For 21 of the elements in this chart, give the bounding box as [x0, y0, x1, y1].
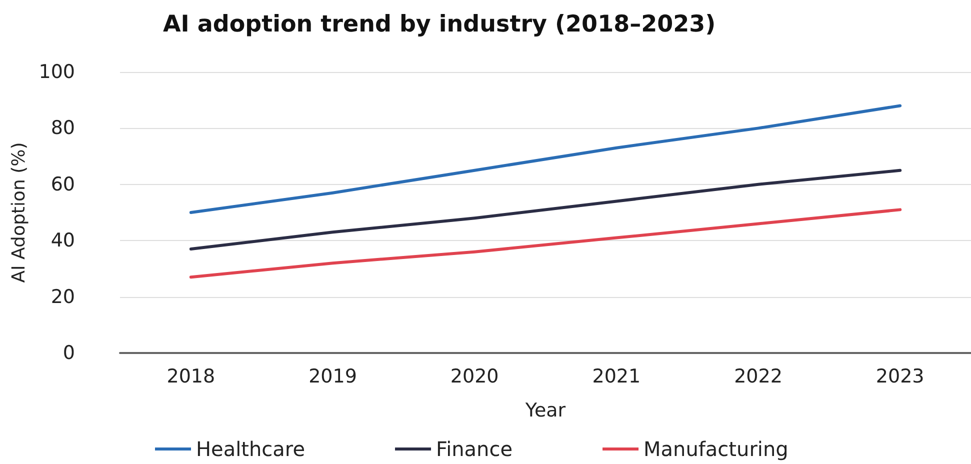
- x-tick-label: 2022: [734, 366, 782, 388]
- legend-label: Healthcare: [196, 437, 306, 461]
- x-tick-label: 2021: [592, 366, 641, 388]
- y-tick-label: 40: [50, 230, 75, 252]
- y-axis-title: AI Adoption (%): [8, 142, 30, 283]
- line-series: [189, 208, 902, 279]
- y-tick-label: 100: [38, 61, 75, 83]
- x-axis-title: Year: [524, 400, 566, 422]
- x-tick-label: 2018: [166, 366, 216, 388]
- chart-title: AI adoption trend by industry (2018–2023): [163, 12, 716, 38]
- line-series: [189, 168, 902, 251]
- x-tick-label: 2019: [308, 366, 357, 388]
- y-tick-label: 60: [50, 173, 75, 196]
- y-tick-label: 20: [50, 286, 75, 308]
- y-tick-label: 0: [62, 342, 75, 364]
- x-tick-label: 2020: [450, 366, 499, 388]
- y-tick-label: 80: [50, 117, 75, 140]
- legend-label: Finance: [436, 437, 513, 461]
- x-tick-label: 2023: [876, 366, 924, 388]
- line-series: [189, 104, 902, 214]
- legend-label: Manufacturing: [644, 437, 788, 461]
